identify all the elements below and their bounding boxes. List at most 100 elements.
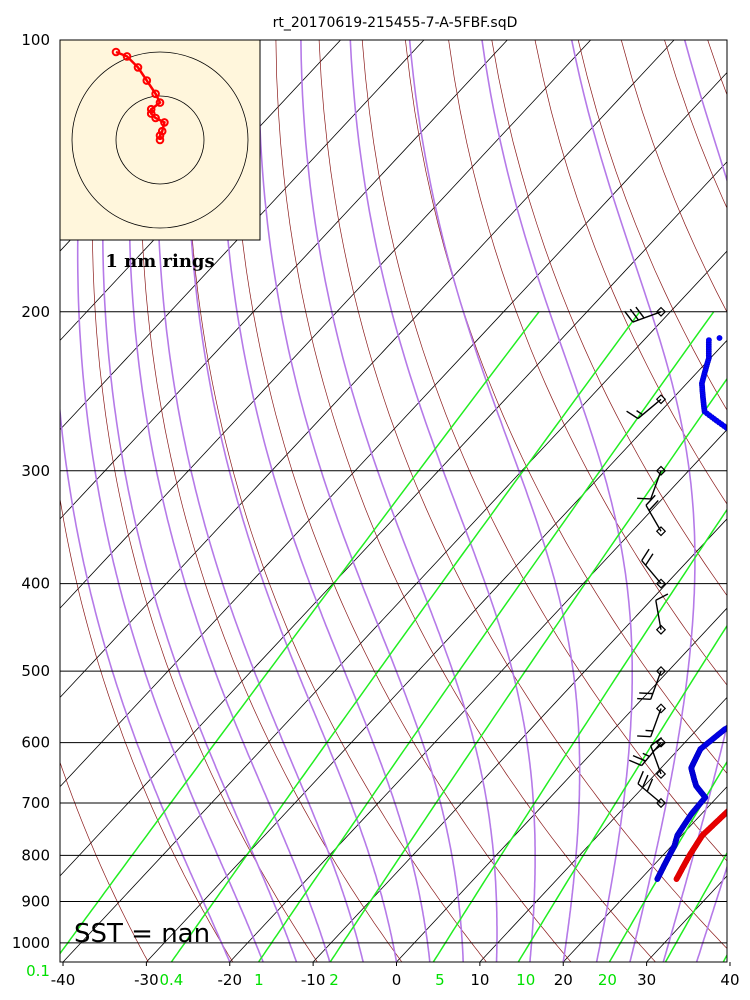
- wind-barb-shaft: [650, 470, 662, 500]
- wind-barb-flag: [652, 742, 665, 752]
- temperature-point: [735, 799, 740, 804]
- mixing-ratio-line: [60, 311, 540, 955]
- temperature-point: [738, 793, 743, 798]
- wind-barb-station: [655, 665, 667, 677]
- wind-barb: [650, 737, 667, 780]
- mixing-ratio-label: 2: [329, 971, 339, 989]
- temperature-point: [733, 802, 738, 807]
- temperature-point: [747, 765, 750, 770]
- wind-barb-half-flag: [636, 410, 644, 416]
- moist-adiabat: [730, 40, 750, 962]
- isotherm: [479, 696, 727, 962]
- temperature-point: [746, 780, 750, 785]
- temperature-point: [743, 785, 748, 790]
- temperature-axis: -40 -30 -20 -10 0 10 20 30 40: [51, 962, 740, 989]
- temperature-point: [742, 787, 747, 792]
- wind-barb-flag: [644, 553, 654, 566]
- temperature-point: [735, 800, 740, 805]
- moist-adiabat: [102, 40, 298, 962]
- wind-barb-shaft: [650, 745, 662, 775]
- temperature-point: [742, 787, 747, 792]
- temperature-point: [731, 803, 736, 808]
- moist-adiabat: [257, 40, 464, 962]
- wind-barb: [645, 494, 667, 537]
- temperature-tick-label: -40: [51, 971, 76, 989]
- wind-barb-shaft: [650, 708, 662, 737]
- wind-barb-flag: [646, 778, 654, 792]
- hodograph-ring: [115, 95, 205, 185]
- wind-barb-shaft: [637, 783, 662, 804]
- hodograph-inset: 1 nm rings: [59, 39, 261, 272]
- dry-adiabat: [361, 40, 727, 862]
- temperature-point: [741, 789, 746, 794]
- moist-adiabat: [408, 40, 581, 962]
- temperature-tick-label: 0: [392, 971, 402, 989]
- temperature-tick-label: -10: [301, 971, 326, 989]
- temperature-point: [735, 798, 740, 803]
- dewpoint-point: [739, 718, 744, 723]
- dewpoint-point: [740, 440, 745, 445]
- wind-barb-shaft: [641, 560, 662, 585]
- temperature-point: [744, 784, 749, 789]
- mixing-ratio-line: [608, 760, 727, 962]
- mixing-ratio-label: 5: [435, 971, 445, 989]
- wind-barb-shaft: [637, 398, 662, 420]
- temperature-point: [746, 780, 750, 785]
- wind-barb-flag: [635, 306, 645, 319]
- wind-barb-flag: [645, 494, 656, 506]
- temperature-point: [740, 789, 745, 794]
- hodograph-ring-label: 1 nm rings: [105, 251, 214, 272]
- moist-adiabat: [187, 40, 398, 962]
- wind-barb-flag: [628, 759, 642, 767]
- isobars: [60, 40, 727, 944]
- dry-adiabat: [405, 40, 727, 774]
- dewpoint-point: [743, 715, 748, 720]
- dewpoint-point: [745, 445, 750, 450]
- temperature-point: [745, 782, 750, 787]
- wind-barb-station: [655, 465, 667, 476]
- dewpoint-point: [745, 715, 750, 720]
- wind-barb-flag: [637, 735, 651, 738]
- temperature-point: [737, 795, 742, 800]
- profiles: [654, 335, 750, 882]
- wind-barb-shaft: [632, 311, 662, 323]
- temperature-point: [746, 768, 750, 773]
- wind-barb-flag: [655, 593, 669, 601]
- hodograph-ring: [71, 51, 249, 229]
- wind-barb: [626, 394, 667, 420]
- dry-adiabat: [187, 40, 487, 962]
- hodograph-point: [111, 47, 121, 57]
- temperature-point: [741, 788, 746, 793]
- wind-barb-flag: [637, 697, 651, 700]
- pressure-tick-label: 900: [21, 893, 50, 911]
- mixing-ratio-label: 20: [598, 971, 617, 989]
- temperature-point: [740, 790, 745, 795]
- dry-adiabat: [232, 40, 572, 962]
- wind-barb-shaft: [645, 504, 662, 532]
- temperature-tick-label: -20: [218, 971, 243, 989]
- temperature-tick-label: 40: [720, 971, 739, 989]
- chart-title: rt_20170619-215455-7-A-5FBF.sqD: [273, 15, 518, 31]
- isotherm: [60, 40, 425, 431]
- plot-frame: [59, 39, 728, 963]
- mixing-ratio-label: 0.1: [26, 962, 50, 980]
- hodograph-point: [122, 52, 132, 61]
- wind-barb-flag: [641, 548, 650, 561]
- dewpoint-point: [730, 723, 735, 728]
- temperature-tick-label: 20: [554, 971, 573, 989]
- mixing-ratio-line: [257, 311, 715, 962]
- temperature-point: [738, 794, 743, 799]
- wind-barb: [624, 306, 667, 323]
- isotherm: [60, 161, 727, 877]
- dewpoint-point: [730, 430, 735, 435]
- temperature-tick-label: -30: [134, 971, 159, 989]
- wind-barb-shaft: [650, 670, 662, 700]
- hodograph-point: [151, 113, 160, 123]
- mixing-ratio-labels: 0.1 0.4 1 2 5 10 20: [26, 962, 617, 989]
- mixing-ratio-label: 1: [254, 971, 264, 989]
- isotherm: [312, 518, 727, 962]
- wind-barb-station: [655, 624, 667, 635]
- temperature-point: [743, 785, 748, 790]
- temperature-point: [737, 796, 742, 801]
